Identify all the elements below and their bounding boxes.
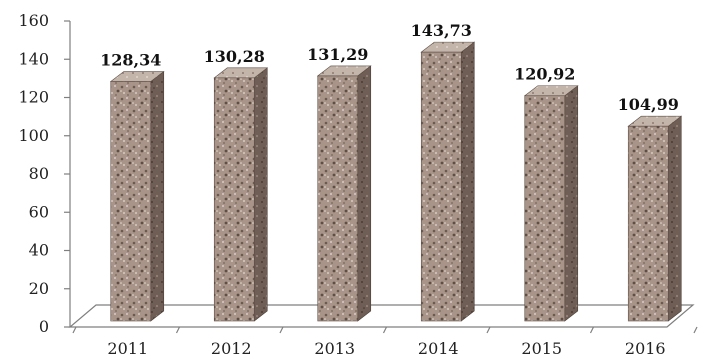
y-tick-label: 40 bbox=[29, 241, 49, 260]
bar-side-face bbox=[150, 70, 165, 322]
bar-side-face bbox=[253, 67, 268, 322]
bar bbox=[627, 125, 669, 322]
x-tick-label: 2011 bbox=[107, 339, 148, 358]
x-tick-mark bbox=[589, 326, 595, 334]
data-label: 104,99 bbox=[618, 95, 679, 114]
bar-2011 bbox=[109, 70, 165, 322]
y-tick-label: 80 bbox=[29, 164, 49, 183]
x-tick-label: 2016 bbox=[625, 339, 666, 358]
bar bbox=[213, 77, 255, 322]
y-tick-label: 20 bbox=[29, 279, 49, 298]
y-tick-label: 160 bbox=[18, 11, 49, 30]
bar-2015 bbox=[523, 85, 579, 322]
x-tick-mark bbox=[175, 326, 181, 334]
bar-2012 bbox=[213, 67, 269, 322]
y-tick-label: 140 bbox=[18, 49, 49, 68]
bar-side-face bbox=[667, 115, 682, 322]
data-label: 143,73 bbox=[411, 21, 472, 40]
x-tick-mark bbox=[486, 326, 491, 334]
data-label: 131,29 bbox=[307, 45, 368, 64]
x-tick-label: 2014 bbox=[418, 339, 459, 358]
y-tick-label: 120 bbox=[18, 88, 49, 107]
x-tick-label: 2012 bbox=[211, 339, 252, 358]
y-tick-label: 0 bbox=[39, 317, 49, 336]
bar bbox=[420, 51, 462, 322]
y-tick-label: 100 bbox=[18, 126, 49, 145]
x-tick-label: 2015 bbox=[521, 339, 562, 358]
data-label: 128,34 bbox=[100, 51, 161, 70]
x-tick-mark bbox=[279, 326, 284, 334]
y-tick-label: 60 bbox=[29, 202, 49, 221]
bar-side-face bbox=[564, 85, 579, 322]
x-tick-mark bbox=[382, 326, 388, 334]
bar-2013 bbox=[316, 65, 372, 322]
data-label: 130,28 bbox=[204, 47, 265, 66]
bar-2014 bbox=[420, 41, 476, 322]
bar-2016 bbox=[627, 115, 683, 322]
x-tick-label: 2013 bbox=[314, 339, 355, 358]
data-label: 120,92 bbox=[514, 65, 575, 84]
bar-side-face bbox=[460, 41, 475, 322]
bar-side-face bbox=[357, 65, 372, 322]
bar bbox=[524, 95, 566, 322]
x-tick-mark bbox=[693, 326, 698, 334]
x-tick-mark bbox=[72, 326, 77, 334]
bar bbox=[110, 81, 152, 322]
bar bbox=[317, 75, 359, 322]
